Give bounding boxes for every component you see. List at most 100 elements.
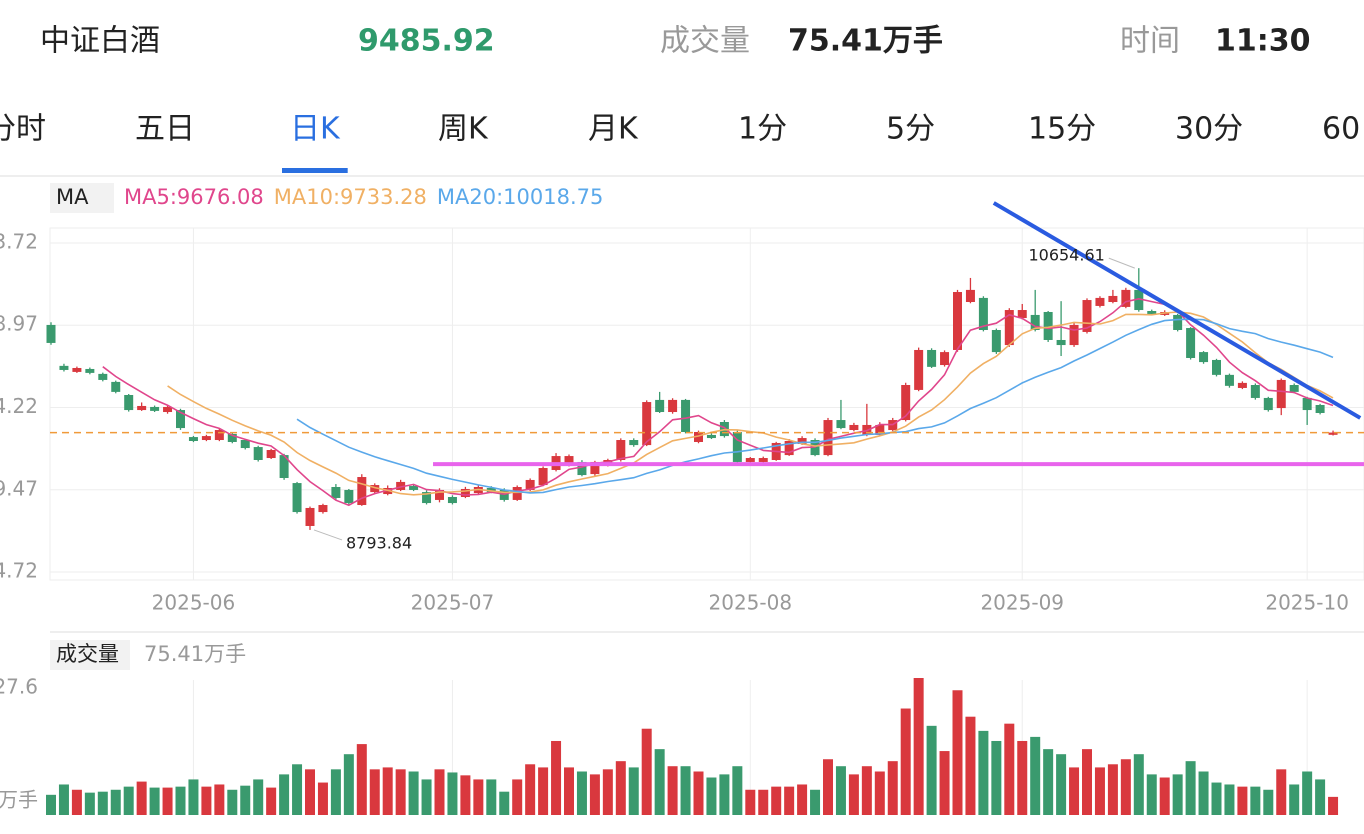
candle-body bbox=[564, 456, 574, 466]
candle-body bbox=[227, 433, 237, 442]
volume-bar bbox=[1056, 754, 1067, 815]
volume-tick-label: 万手 bbox=[0, 788, 38, 812]
tab[interactable]: 15分 bbox=[1028, 112, 1096, 147]
candle-body bbox=[1199, 352, 1209, 363]
ma-line bbox=[167, 311, 1334, 496]
volume-bar bbox=[525, 764, 536, 815]
volume-value: 75.41万手 bbox=[788, 24, 943, 59]
candle-body bbox=[124, 394, 134, 411]
price-plot: 10654.61 8793.84 bbox=[46, 201, 1364, 552]
candle-body bbox=[590, 461, 600, 475]
tab[interactable]: 1分 bbox=[738, 112, 787, 147]
tab[interactable]: 分时 bbox=[0, 112, 46, 147]
volume-bar bbox=[473, 779, 484, 815]
volume-bar bbox=[175, 786, 186, 815]
low-label: 8793.84 bbox=[346, 533, 412, 552]
volume-bar bbox=[305, 769, 315, 815]
candle-body bbox=[914, 349, 924, 390]
volume-bar bbox=[602, 769, 613, 815]
volume-bar bbox=[162, 787, 173, 815]
candle-body bbox=[486, 487, 496, 493]
volume-bar bbox=[965, 716, 976, 815]
candle-body bbox=[849, 424, 859, 431]
candle-body bbox=[318, 505, 328, 513]
volume-bar bbox=[706, 777, 717, 815]
volume-bar bbox=[97, 791, 108, 815]
volume-bar bbox=[58, 784, 69, 815]
volume-bar bbox=[797, 784, 808, 815]
candle-body bbox=[396, 481, 406, 490]
volume-bar bbox=[1120, 759, 1131, 815]
legend-title: MA bbox=[56, 185, 89, 209]
volume-bar bbox=[136, 781, 147, 815]
candle-body bbox=[758, 458, 768, 462]
candle-body bbox=[1147, 311, 1157, 314]
volume-bar bbox=[71, 789, 82, 815]
volume-bar bbox=[188, 779, 199, 815]
volume-tick-label: 527.6 bbox=[0, 675, 38, 699]
volume-bar bbox=[1030, 736, 1041, 815]
candle-body bbox=[1315, 404, 1325, 414]
volume-bar bbox=[214, 784, 225, 815]
candle-body bbox=[1173, 314, 1183, 330]
volume-bar bbox=[421, 779, 432, 815]
legend-entry: MA5:9676.08 bbox=[124, 185, 264, 209]
candle-body bbox=[1121, 289, 1131, 307]
volume-current: 75.41万手 bbox=[144, 642, 246, 666]
candle-body bbox=[435, 489, 444, 500]
candle-body bbox=[344, 489, 354, 504]
candle-body bbox=[447, 496, 457, 504]
candle-body bbox=[940, 352, 950, 366]
y-tick-label: 8494.72 bbox=[0, 559, 38, 583]
candle-body bbox=[901, 385, 911, 421]
candle-body bbox=[927, 349, 937, 367]
volume-bar bbox=[434, 769, 445, 815]
volume-bar bbox=[576, 771, 587, 815]
candle-body bbox=[201, 436, 211, 441]
candle-body bbox=[1263, 397, 1273, 411]
candle-body bbox=[706, 434, 716, 439]
volume-bar bbox=[1237, 786, 1248, 815]
candle-body bbox=[1289, 385, 1299, 392]
candle-body bbox=[1017, 310, 1027, 319]
y-tick-label: 9664.22 bbox=[0, 394, 38, 418]
volume-bar bbox=[654, 749, 665, 815]
tab[interactable]: 五日 bbox=[135, 112, 195, 147]
volume-bar bbox=[292, 764, 303, 815]
volume-bar bbox=[887, 761, 898, 815]
x-tick-label: 2025-09 bbox=[980, 591, 1064, 615]
candle-body bbox=[953, 292, 962, 350]
candle-body bbox=[163, 406, 173, 413]
tab[interactable]: 日K bbox=[290, 112, 341, 147]
volume-bar bbox=[382, 767, 393, 815]
tab[interactable]: 30分 bbox=[1175, 112, 1243, 147]
volume-bar bbox=[551, 740, 562, 815]
volume-bar bbox=[680, 766, 691, 815]
volume-bar bbox=[823, 759, 833, 815]
tab[interactable]: 周K bbox=[438, 112, 489, 147]
volume-bar bbox=[1069, 767, 1080, 815]
x-tick-label: 2025-07 bbox=[411, 591, 495, 615]
volume-bar bbox=[1082, 749, 1092, 815]
grid: 8494.72 9079.47 9664.22 10248.97 10833.72 202… bbox=[0, 228, 1364, 815]
candle-body bbox=[137, 405, 147, 411]
candle-body bbox=[616, 440, 626, 460]
candle-body bbox=[1328, 432, 1338, 435]
candle-body bbox=[1212, 359, 1221, 375]
tab[interactable]: 60 bbox=[1322, 112, 1360, 147]
candle-body bbox=[965, 289, 975, 303]
volume-bar bbox=[149, 787, 160, 815]
volume-bar bbox=[848, 774, 859, 815]
volume-title: 成交量 bbox=[56, 642, 119, 666]
tab[interactable]: 月K bbox=[588, 112, 639, 147]
tab[interactable]: 5分 bbox=[886, 112, 935, 147]
candle-body bbox=[279, 455, 289, 479]
candle-body bbox=[823, 420, 833, 456]
volume-bar bbox=[356, 744, 367, 815]
volume-bar bbox=[1017, 740, 1028, 815]
volume-bar bbox=[978, 730, 989, 815]
volume-bar bbox=[991, 740, 1002, 815]
volume-bar bbox=[1302, 771, 1313, 815]
volume-bar bbox=[395, 769, 406, 815]
